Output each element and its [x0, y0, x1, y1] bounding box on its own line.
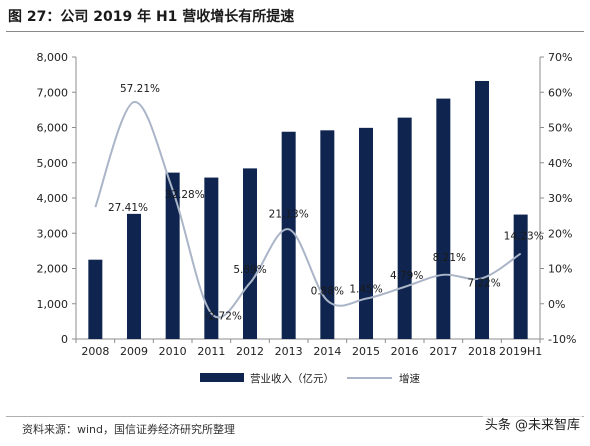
bar [127, 213, 141, 339]
left-axis-tick-label: 0 [61, 333, 68, 346]
legend-swatch-revenue [200, 373, 244, 382]
left-axis-tick-label: 4,000 [37, 192, 69, 205]
right-axis-tick-label: 70% [548, 51, 572, 64]
x-axis-tick-label: 2014 [313, 345, 341, 358]
left-axis-tick-label: 2,000 [37, 263, 69, 276]
left-axis-tick-label: 1,000 [37, 298, 69, 311]
x-axis-tick-label: 2012 [236, 345, 264, 358]
legend-label-revenue: 营业收入（亿元） [250, 372, 334, 385]
right-axis-tick-label: 20% [548, 227, 572, 240]
x-axis-tick-label: 2011 [197, 345, 225, 358]
title-divider [6, 31, 584, 32]
left-axis-tick-label: 8,000 [37, 51, 69, 64]
data-labels: 57.21% 32.28% -2.72% 5.89% 21.13% 0.88% 1.45% 4… [108, 83, 544, 322]
growth-data-label: 7.22% [467, 277, 500, 289]
growth-data-label: 4.79% [390, 270, 423, 282]
right-axis-tick-label: 0% [548, 298, 565, 311]
bar [436, 98, 451, 339]
right-axis-tick-label: -10% [548, 333, 576, 346]
bar [204, 177, 219, 339]
left-axis-tick-label: 6,000 [37, 122, 69, 135]
growth-data-label: 21.13% [269, 208, 309, 220]
bar [88, 259, 103, 339]
right-axis-tick-label: 40% [548, 157, 572, 170]
chart: 0 1,000 2,000 3,000 4,000 5,000 6,000 7,000 8,00… [37, 51, 577, 385]
growth-data-label: 8.21% [433, 252, 466, 264]
growth-data-label: 57.21% [120, 83, 160, 95]
bar [359, 127, 373, 339]
growth-data-label: 5.89% [233, 264, 266, 276]
line-series [94, 101, 522, 319]
left-axis-tick-label: 3,000 [37, 227, 69, 240]
bar [165, 172, 180, 339]
growth-data-label: -2.72% [205, 310, 242, 322]
x-axis-tick-label: 2009 [120, 345, 148, 358]
growth-data-label: 1.45% [349, 284, 382, 296]
legend: 营业收入（亿元） 增速 [200, 372, 420, 385]
chart-title: 图 27：公司 2019 年 H1 营收增长有所提速 [8, 9, 295, 25]
axes: 0 1,000 2,000 3,000 4,000 5,000 6,000 7,000 8,00… [37, 51, 577, 358]
bar [397, 117, 412, 339]
right-axis-tick-label: 30% [548, 192, 572, 205]
right-axis-tick-label: 60% [548, 86, 572, 99]
growth-data-label: 32.28% [165, 189, 205, 201]
bar [281, 131, 296, 339]
left-axis-tick-label: 7,000 [37, 86, 69, 99]
source-divider [6, 416, 584, 417]
bar [475, 80, 489, 339]
left-axis-tick-label: 5,000 [37, 157, 69, 170]
x-axis-tick-label: 2019H1 [499, 345, 542, 358]
growth-line [94, 101, 522, 319]
legend-label-growth: 增速 [399, 372, 420, 385]
right-axis-tick-label: 10% [548, 263, 572, 276]
x-axis-tick-label: 2008 [81, 345, 109, 358]
x-axis-tick-label: 2010 [159, 345, 187, 358]
x-axis-tick-label: 2017 [429, 345, 457, 358]
bar-series [88, 80, 528, 339]
growth-data-label: 14.23% [504, 231, 544, 243]
growth-data-label: 0.88% [311, 286, 344, 298]
x-axis-tick-label: 2015 [352, 345, 380, 358]
source-note: 资料来源：wind，国信证券经济研究所整理 [22, 423, 236, 436]
x-axis-tick-label: 2016 [391, 345, 419, 358]
bar [243, 168, 257, 339]
right-axis-tick-label: 50% [548, 122, 572, 135]
x-axis-tick-label: 2018 [468, 345, 496, 358]
bar [320, 130, 335, 339]
x-axis-tick-label: 2013 [275, 345, 303, 358]
growth-data-label: 27.41% [108, 202, 148, 214]
bar [513, 214, 528, 339]
watermark: 头条 @未来智库 [482, 414, 582, 433]
